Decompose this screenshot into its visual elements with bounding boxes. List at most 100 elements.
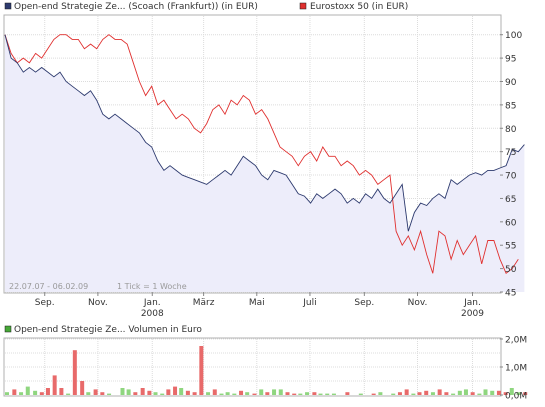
volume-bar: [140, 388, 145, 395]
x-tick-label: Nov.: [408, 298, 428, 308]
volume-bar: [166, 389, 171, 395]
volume-bar: [107, 393, 112, 395]
volume-bar: [451, 393, 456, 395]
x-tick-year-label: 2009: [461, 309, 484, 319]
volume-bar: [417, 392, 422, 395]
volume-bar: [199, 346, 204, 395]
legend-label-fund: Open-end Strategie Ze... (Scoach (Frankf…: [14, 2, 258, 12]
main-legend: Open-end Strategie Ze... (Scoach (Frankf…: [4, 2, 408, 12]
y-tick-label: 60: [505, 218, 517, 228]
volume-bar: [272, 389, 277, 395]
y-tick-label: 80: [505, 125, 517, 135]
volume-plot-frame: [3, 337, 502, 397]
volume-bar: [12, 389, 17, 395]
volume-bar: [325, 393, 330, 395]
volume-bar: [404, 389, 409, 395]
volume-bar: [470, 392, 475, 395]
volume-bar: [278, 389, 283, 395]
y-tick-label: 100: [505, 31, 522, 41]
x-tick-year-label: 2008: [141, 309, 164, 319]
fund-area: [5, 34, 525, 292]
volume-bar: [437, 389, 442, 395]
x-tick-label: März: [193, 298, 215, 308]
volume-bar: [318, 393, 323, 395]
volume-bar: [5, 392, 9, 395]
volume-bar: [265, 392, 270, 395]
volume-bar: [358, 393, 363, 395]
volume-bar: [173, 386, 178, 395]
y-tick-label: 70: [505, 172, 517, 182]
volume-bar: [160, 393, 165, 395]
volume-bar: [39, 392, 44, 395]
volume-bar: [292, 393, 297, 395]
volume-bar: [52, 375, 57, 395]
volume-bar: [516, 392, 521, 395]
volume-bar: [45, 388, 50, 395]
volume-bar: [483, 389, 488, 395]
volume-bar: [100, 392, 105, 395]
volume-bar: [391, 393, 396, 395]
x-tick-label: Mai: [249, 298, 265, 308]
x-tick-label: Juli: [302, 298, 316, 308]
x-tick-label: Jan.: [143, 298, 161, 308]
volume-legend: Open-end Strategie Ze... Volumen in Euro: [4, 325, 202, 335]
volume-bar: [126, 389, 131, 395]
y-tick-label: 95: [505, 55, 516, 65]
volume-bar: [212, 389, 217, 395]
volume-bar: [378, 392, 383, 395]
legend-swatch-volume: [4, 325, 12, 333]
volume-bar: [424, 390, 429, 395]
volume-bar: [312, 392, 317, 395]
volume-bar: [179, 388, 184, 395]
volume-bar: [219, 393, 224, 395]
volume-grid: [5, 338, 500, 395]
y-tick-label: 90: [505, 78, 517, 88]
series-line-fund: [4, 34, 525, 232]
volume-bar: [523, 392, 528, 395]
volume-bar: [430, 392, 435, 395]
volume-bar: [192, 392, 197, 395]
volume-bar: [33, 390, 38, 395]
series-lines: [4, 34, 525, 275]
volume-bars: [5, 346, 528, 395]
volume-bar: [225, 392, 230, 395]
volume-bar: [72, 350, 77, 395]
fund-area-fill: [5, 34, 525, 292]
volume-bar: [120, 388, 125, 395]
volume-bar: [133, 392, 138, 395]
volume-y-axis: 0,0M 1,0M 2,0M: [500, 336, 527, 402]
volume-bar: [503, 392, 508, 395]
volume-bar: [93, 389, 98, 395]
volume-bar: [331, 393, 336, 395]
x-tick-label: Jan.: [463, 298, 481, 308]
volume-y-tick-label: 0,0M: [505, 392, 527, 402]
date-range-label: 22.07.07 - 06.02.09: [9, 282, 88, 291]
volume-bar: [259, 389, 264, 395]
volume-bar: [444, 392, 449, 395]
series-line-eurostoxx: [4, 34, 519, 275]
main-y-axis: 45 50 55 60 65 70 75 80 85 90 95 100: [500, 31, 522, 299]
y-tick-label: 50: [505, 265, 517, 275]
x-tick-label: Sep.: [35, 298, 55, 308]
volume-bar: [371, 393, 376, 395]
volume-bar: [153, 392, 158, 395]
volume-bar: [232, 393, 237, 395]
volume-bar: [305, 392, 310, 395]
y-tick-label: 45: [505, 289, 516, 299]
legend-label-eurostoxx: Eurostoxx 50 (in EUR): [310, 2, 408, 12]
y-tick-label: 85: [505, 101, 516, 111]
volume-bar: [147, 390, 152, 395]
volume-bar: [397, 392, 402, 395]
volume-bar: [59, 388, 64, 395]
x-tick-label: Sep.: [354, 298, 374, 308]
legend-label-volume: Open-end Strategie Ze... Volumen in Euro: [14, 325, 202, 335]
volume-bar: [463, 389, 468, 395]
volume-bar: [457, 390, 462, 395]
volume-bar: [298, 393, 303, 395]
volume-bar: [185, 390, 190, 395]
x-tick-label: Nov.: [88, 298, 108, 308]
volume-bar: [252, 393, 257, 395]
volume-bar: [477, 393, 482, 395]
